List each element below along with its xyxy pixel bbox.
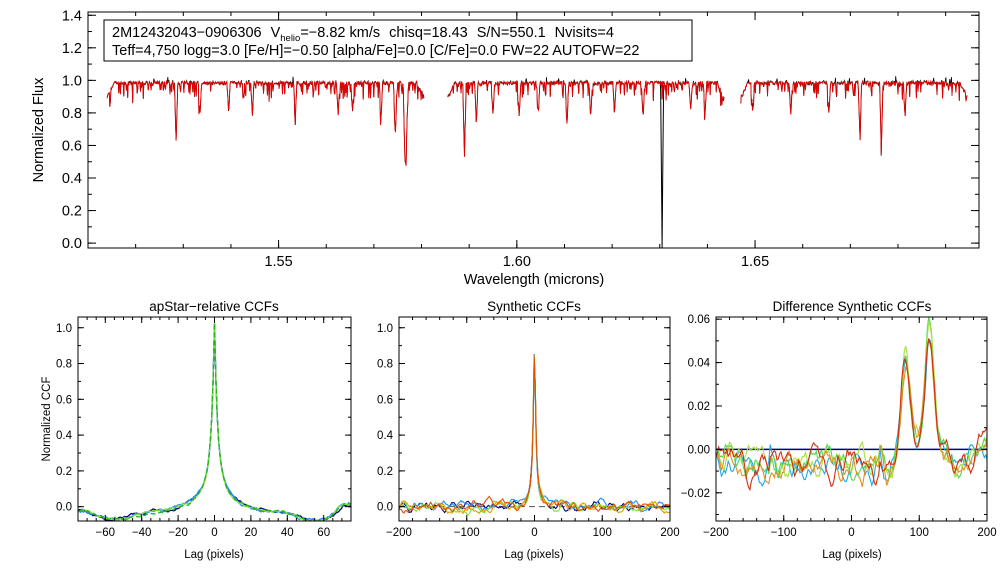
synthetic-ccf-xlabel: Lag (pixels) <box>504 549 564 561</box>
difference-ccf-frame <box>715 316 988 522</box>
xtick-label: 0 <box>848 527 854 539</box>
info-line-1: 2M12432043−0906306 Vhelio=−8.82 km/s chisq… <box>112 25 614 44</box>
difference-ccf-series <box>716 338 987 492</box>
model-spectrum-line <box>740 79 968 156</box>
xtick-label: 200 <box>977 527 996 539</box>
ytick-label: 1.0 <box>56 323 72 335</box>
ytick-label: 0.8 <box>377 359 393 371</box>
difference-ccf-plot-area <box>716 317 987 492</box>
xtick-label: 1.60 <box>503 254 531 270</box>
vhelio-value: =−8.82 km/s <box>300 25 380 41</box>
ytick-label: 0.2 <box>377 466 393 478</box>
apstar-ccf-series <box>78 322 351 521</box>
apstar-ccf-series <box>78 323 351 521</box>
spectrum-panel: 1.55 1.60 1.65 0.0 0.2 0.4 0.6 0.8 1.0 1.2 1.4 2M1… <box>31 8 980 288</box>
xtick-label: −200 <box>386 527 412 539</box>
xtick-label: −40 <box>132 527 152 539</box>
ytick-label: 0.4 <box>377 430 394 442</box>
ytick-label: 0.02 <box>688 401 710 413</box>
ytick-label: 0.00 <box>688 444 710 456</box>
ytick-label: 0.4 <box>62 171 82 187</box>
vhelio-subscript: helio <box>280 33 300 44</box>
xtick-label: 200 <box>660 527 679 539</box>
observed-spectrum-line <box>106 76 425 166</box>
ytick-label: −0.02 <box>681 488 710 500</box>
info-line-2: Teff=4,750 logg=3.0 [Fe/H]=−0.50 [alpha/… <box>112 43 639 59</box>
synthetic-ccf-lines <box>399 354 670 516</box>
snr-value: S/N=550.1 <box>477 25 546 41</box>
synthetic-ccf-series <box>399 357 670 514</box>
ytick-label: 1.4 <box>62 8 82 24</box>
xtick-label: −60 <box>96 527 116 539</box>
ytick-label: 0.2 <box>56 466 72 478</box>
apstar-ccf-lines <box>78 322 351 521</box>
ytick-label: 0.8 <box>62 106 82 122</box>
difference-ccf-ticks: −200 −100 0 100 200 −0.02 0.00 0.02 0.04 0.06 <box>681 314 997 539</box>
xtick-label: 100 <box>910 527 929 539</box>
xtick-label: 0 <box>531 527 537 539</box>
synthetic-ccf-plot-area <box>399 354 670 516</box>
ytick-label: 0.06 <box>688 314 710 326</box>
ytick-label: 0.04 <box>688 358 711 370</box>
xtick-label: 0 <box>211 527 217 539</box>
ytick-label: 0.0 <box>56 502 72 514</box>
difference-ccf-title: Difference Synthetic CCFs <box>773 299 932 314</box>
xtick-label: −200 <box>703 527 729 539</box>
spectrum-ticks: 1.55 1.60 1.65 0.0 0.2 0.4 0.6 0.8 1.0 1.2 1.4 <box>62 8 979 270</box>
spectrum-frame <box>87 11 980 249</box>
xtick-label: −100 <box>771 527 797 539</box>
spectrum-ylabel: Normalized Flux <box>31 77 47 182</box>
synthetic-ccf-frame <box>398 316 671 522</box>
ytick-label: 1.0 <box>377 323 393 335</box>
apstar-ccf-ylabel: Normalized CCF <box>41 377 53 462</box>
apstar-ccf-title: apStar−relative CCFs <box>149 299 279 314</box>
model-spectrum-line <box>447 79 725 157</box>
ytick-label: 1.0 <box>62 73 82 89</box>
xtick-label: 60 <box>317 527 330 539</box>
star-id: 2M12432043−0906306 <box>112 25 262 41</box>
ytick-label: 0.6 <box>377 394 393 406</box>
xtick-label: 40 <box>281 527 294 539</box>
spectrum-xlabel: Wavelength (microns) <box>464 272 604 288</box>
apstar-ccf-panel: −60 −40 −20 0 20 40 60 0.0 0.2 0.4 0.6 0.8 1.0 apSta… <box>41 299 352 561</box>
xtick-label: 100 <box>593 527 612 539</box>
apstar-ccf-ticks: −60 −40 −20 0 20 40 60 0.0 0.2 0.4 0.6 0.8 1.0 <box>56 317 352 539</box>
ytick-label: 0.0 <box>62 236 82 252</box>
ytick-label: 0.4 <box>56 430 73 442</box>
ytick-label: 0.0 <box>377 502 393 514</box>
xtick-label: 20 <box>245 527 258 539</box>
ytick-label: 0.6 <box>56 394 72 406</box>
difference-ccf-xlabel: Lag (pixels) <box>822 549 882 561</box>
ytick-label: 0.6 <box>62 139 82 155</box>
synthetic-ccf-panel: −200 −100 0 100 200 0.0 0.2 0.4 0.6 0.8 1.0 Synthe… <box>377 299 680 561</box>
difference-ccf-series <box>716 337 987 487</box>
xtick-label: −100 <box>454 527 480 539</box>
bad-pixel-spike <box>660 85 665 249</box>
spectrum-plot-area <box>106 76 968 249</box>
synthetic-ccf-title: Synthetic CCFs <box>487 299 581 314</box>
vhelio-label: V <box>271 25 281 41</box>
apstar-ccf-xlabel: Lag (pixels) <box>184 549 244 561</box>
apstar-ccf-series <box>78 323 351 521</box>
ytick-label: 1.2 <box>62 41 82 57</box>
synthetic-ccf-ticks: −200 −100 0 100 200 0.0 0.2 0.4 0.6 0.8 1.0 <box>377 317 680 539</box>
xtick-label: 1.65 <box>741 254 769 270</box>
info-box <box>103 19 693 62</box>
ytick-label: 0.2 <box>62 204 82 220</box>
apstar-ccf-plot-area <box>78 322 351 521</box>
nvisits-value: Nvisits=4 <box>555 25 614 41</box>
ytick-label: 0.8 <box>56 359 72 371</box>
chisq-value: chisq=18.43 <box>389 25 468 41</box>
synthetic-ccf-series <box>399 356 670 515</box>
xtick-label: 1.55 <box>264 254 292 270</box>
xtick-label: −20 <box>168 527 188 539</box>
apstar-ccf-series <box>78 323 351 521</box>
difference-ccf-panel: −200 −100 0 100 200 −0.02 0.00 0.02 0.04 0.06 Dif… <box>681 299 997 561</box>
model-spectrum-line <box>106 79 425 166</box>
difference-ccf-lines <box>716 317 987 492</box>
difference-ccf-series <box>716 338 987 488</box>
